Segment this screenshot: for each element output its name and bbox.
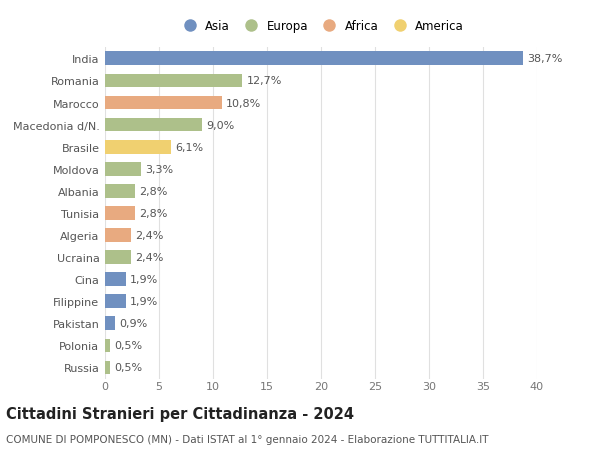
Text: 3,3%: 3,3%	[145, 164, 173, 174]
Bar	[105, 251, 131, 264]
Text: 2,4%: 2,4%	[135, 230, 164, 241]
Text: 2,8%: 2,8%	[140, 208, 168, 218]
Bar	[105, 317, 115, 330]
Bar	[105, 295, 125, 308]
Bar	[105, 74, 242, 88]
Text: Cittadini Stranieri per Cittadinanza - 2024: Cittadini Stranieri per Cittadinanza - 2…	[6, 406, 354, 421]
Bar	[105, 140, 171, 154]
Bar	[105, 229, 131, 242]
Text: COMUNE DI POMPONESCO (MN) - Dati ISTAT al 1° gennaio 2024 - Elaborazione TUTTITA: COMUNE DI POMPONESCO (MN) - Dati ISTAT a…	[6, 434, 488, 444]
Text: 6,1%: 6,1%	[175, 142, 203, 152]
Text: 2,4%: 2,4%	[135, 252, 164, 263]
Text: 38,7%: 38,7%	[527, 54, 563, 64]
Bar	[105, 185, 135, 198]
Text: 0,9%: 0,9%	[119, 319, 147, 329]
Text: 12,7%: 12,7%	[247, 76, 282, 86]
Bar	[105, 118, 202, 132]
Text: 0,5%: 0,5%	[115, 341, 143, 351]
Text: 1,9%: 1,9%	[130, 297, 158, 307]
Bar	[105, 52, 523, 66]
Text: 10,8%: 10,8%	[226, 98, 261, 108]
Bar	[105, 207, 135, 220]
Text: 1,9%: 1,9%	[130, 274, 158, 285]
Legend: Asia, Europa, Africa, America: Asia, Europa, Africa, America	[176, 18, 466, 35]
Bar	[105, 162, 140, 176]
Text: 9,0%: 9,0%	[206, 120, 235, 130]
Text: 2,8%: 2,8%	[140, 186, 168, 196]
Bar	[105, 339, 110, 353]
Bar	[105, 361, 110, 375]
Text: 0,5%: 0,5%	[115, 363, 143, 373]
Bar	[105, 96, 221, 110]
Bar	[105, 273, 125, 286]
